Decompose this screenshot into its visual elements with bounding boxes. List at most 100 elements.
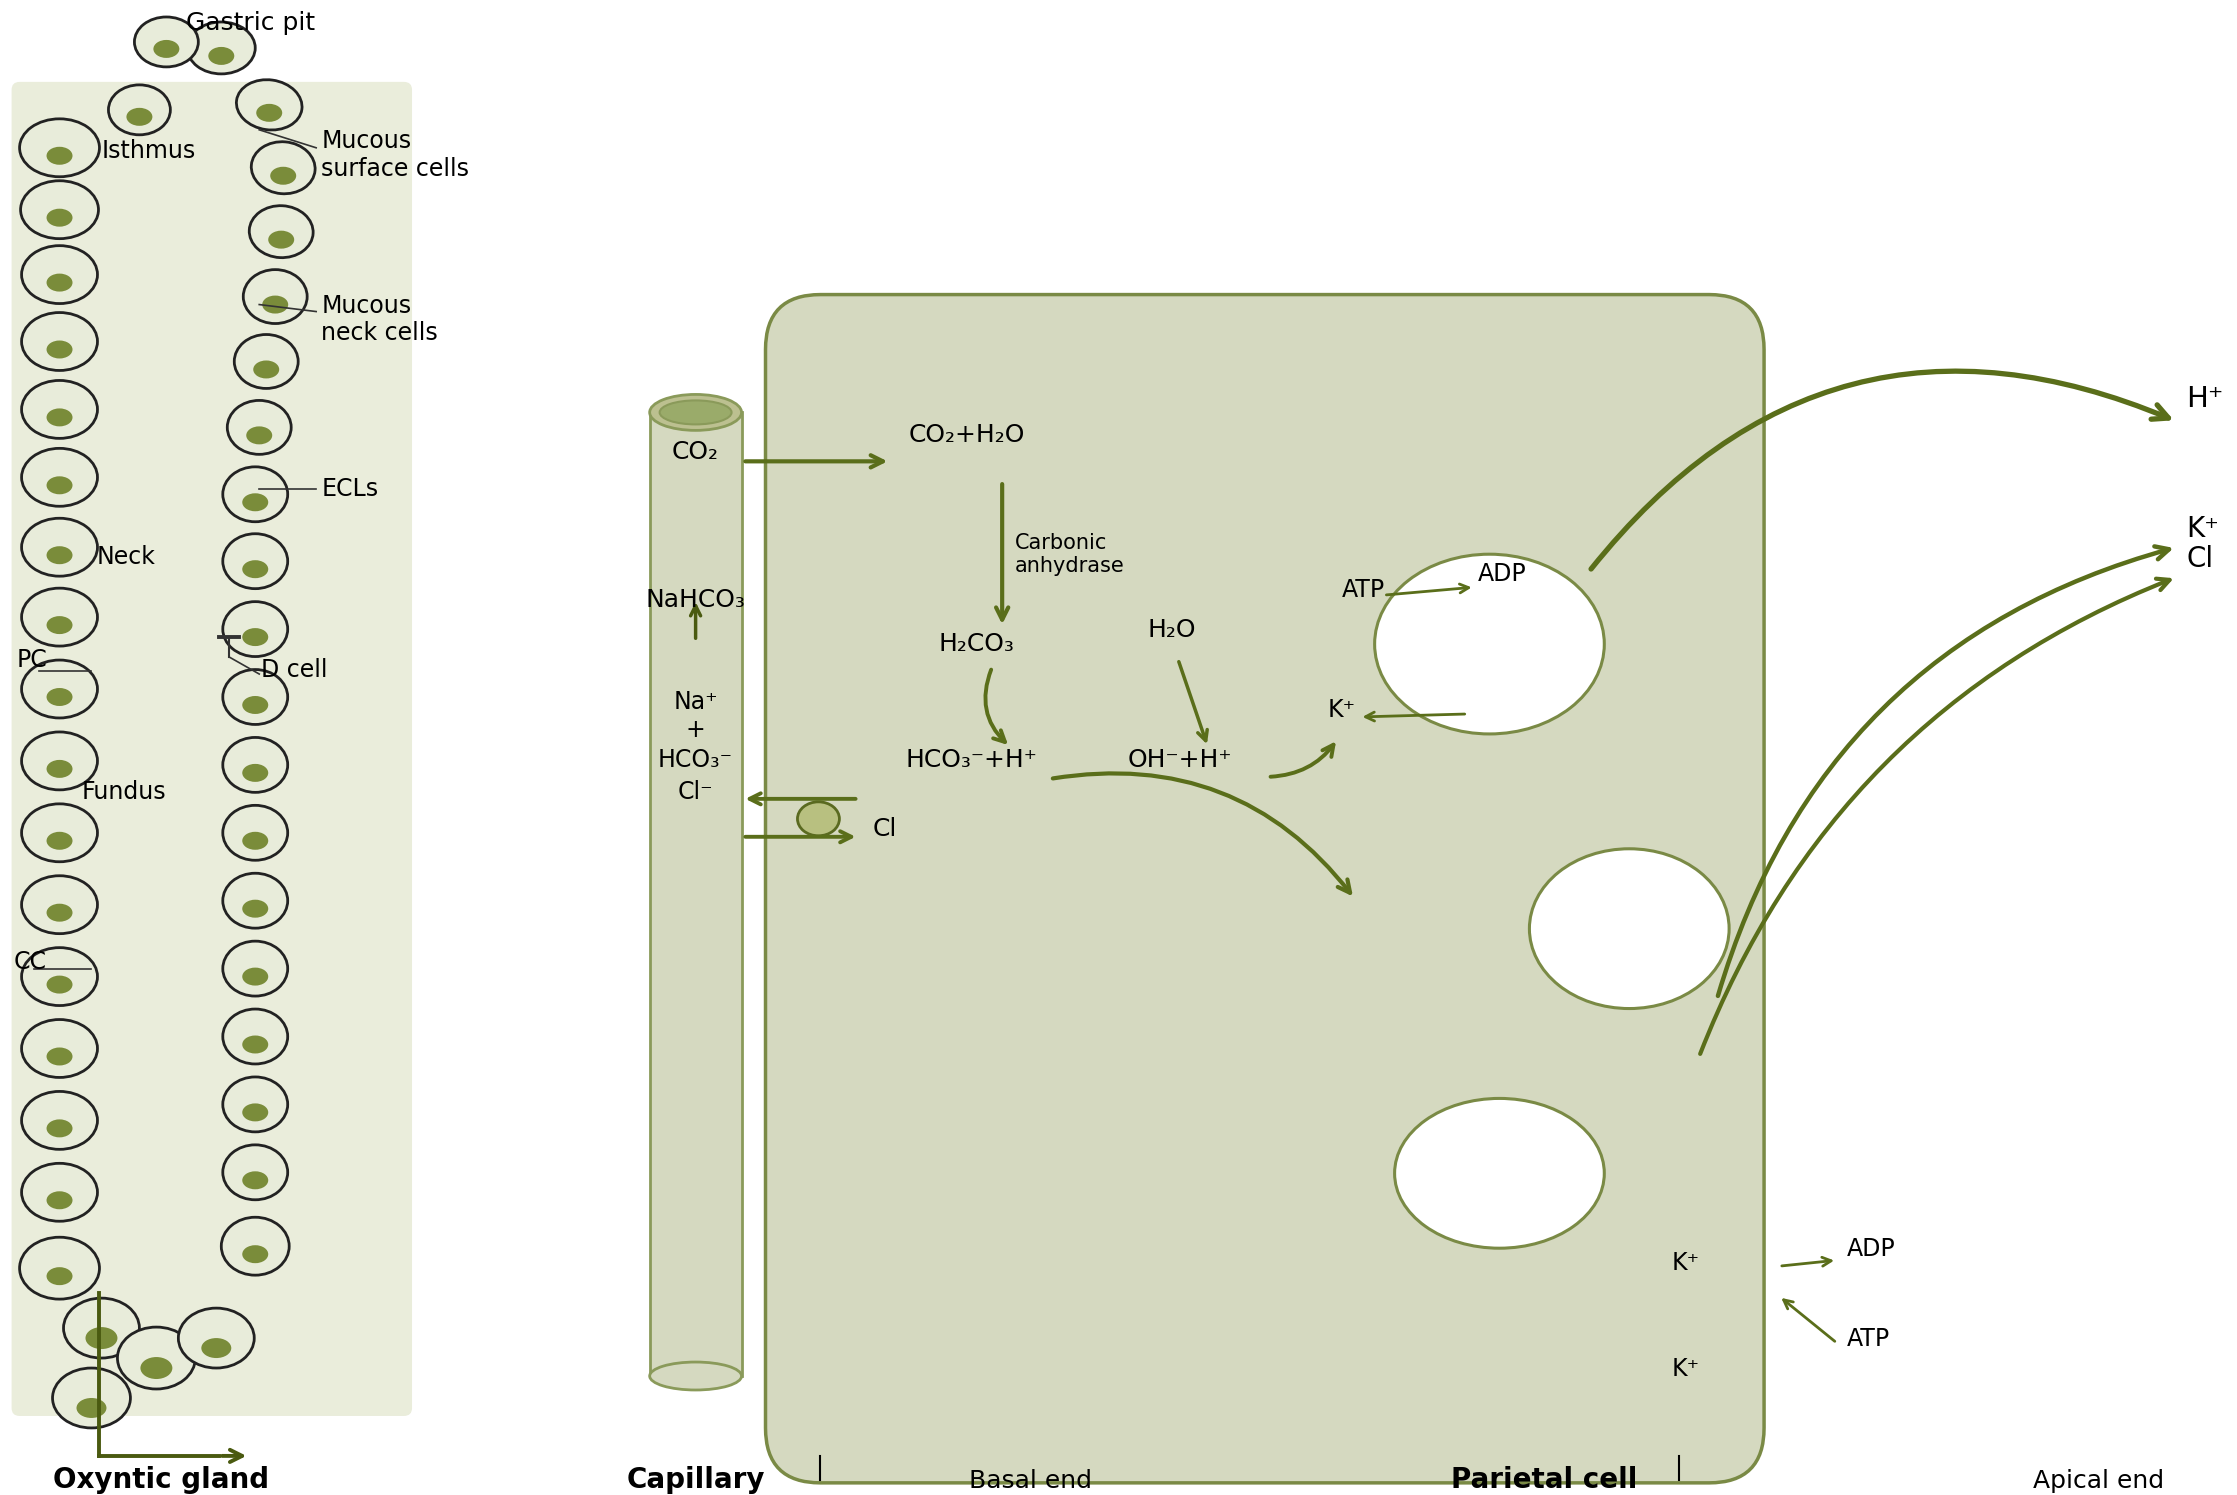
Ellipse shape (22, 1020, 98, 1078)
Ellipse shape (271, 167, 295, 185)
Text: Cl: Cl (2186, 546, 2215, 573)
Ellipse shape (224, 670, 289, 725)
Text: Carbonic
anhydrase: Carbonic anhydrase (1016, 532, 1125, 576)
Ellipse shape (242, 493, 268, 511)
Ellipse shape (47, 341, 72, 359)
Ellipse shape (134, 16, 199, 67)
Ellipse shape (242, 1036, 268, 1054)
Ellipse shape (201, 1338, 230, 1357)
Ellipse shape (20, 118, 98, 176)
Ellipse shape (22, 312, 98, 371)
Ellipse shape (85, 1328, 116, 1348)
Ellipse shape (242, 764, 268, 782)
Text: +: + (687, 718, 705, 742)
FancyBboxPatch shape (649, 413, 740, 1375)
Ellipse shape (224, 873, 289, 928)
Ellipse shape (22, 948, 98, 1006)
Ellipse shape (47, 1192, 72, 1209)
Text: Cl⁻: Cl⁻ (678, 780, 714, 804)
Ellipse shape (22, 1091, 98, 1150)
Ellipse shape (1374, 555, 1604, 734)
Ellipse shape (47, 1120, 72, 1138)
Ellipse shape (262, 296, 289, 314)
Text: Neck: Neck (96, 546, 154, 570)
Ellipse shape (47, 1048, 72, 1066)
Text: PC: PC (16, 647, 47, 673)
Ellipse shape (47, 209, 72, 227)
FancyBboxPatch shape (765, 295, 1765, 1483)
Text: OH⁻+H⁺: OH⁻+H⁺ (1127, 748, 1233, 771)
Text: D cell: D cell (262, 658, 329, 682)
Ellipse shape (660, 401, 731, 425)
Ellipse shape (268, 230, 295, 248)
Ellipse shape (796, 801, 839, 836)
Ellipse shape (246, 426, 273, 444)
Ellipse shape (20, 181, 98, 239)
Ellipse shape (107, 85, 170, 135)
Ellipse shape (188, 22, 255, 73)
Text: K⁺: K⁺ (2186, 516, 2219, 543)
Ellipse shape (47, 546, 72, 564)
Ellipse shape (1530, 849, 1729, 1009)
Ellipse shape (22, 804, 98, 861)
Ellipse shape (51, 1368, 130, 1428)
Ellipse shape (47, 616, 72, 634)
Ellipse shape (47, 688, 72, 706)
Ellipse shape (242, 697, 268, 715)
Text: K⁺: K⁺ (1671, 1357, 1700, 1381)
Text: ADP: ADP (1848, 1238, 1895, 1262)
Ellipse shape (242, 900, 268, 918)
Ellipse shape (47, 477, 72, 495)
Ellipse shape (47, 274, 72, 292)
Text: CO₂: CO₂ (671, 441, 718, 465)
Ellipse shape (224, 1009, 289, 1064)
Ellipse shape (22, 733, 98, 789)
Ellipse shape (242, 831, 268, 849)
Ellipse shape (22, 661, 98, 718)
Ellipse shape (208, 46, 235, 64)
Ellipse shape (228, 401, 291, 454)
Text: ATP: ATP (1848, 1328, 1890, 1351)
Text: CO₂+H₂O: CO₂+H₂O (908, 423, 1025, 447)
Ellipse shape (253, 360, 280, 378)
Ellipse shape (22, 519, 98, 576)
Ellipse shape (63, 1298, 139, 1357)
Text: K⁺: K⁺ (1671, 1251, 1700, 1275)
Ellipse shape (47, 1268, 72, 1286)
Ellipse shape (154, 40, 179, 58)
Text: Fundus: Fundus (81, 780, 166, 804)
Text: HCO₃⁻+H⁺: HCO₃⁻+H⁺ (906, 748, 1038, 771)
Ellipse shape (248, 206, 313, 257)
Ellipse shape (47, 408, 72, 426)
Text: Mucous
surface cells: Mucous surface cells (322, 129, 470, 181)
Ellipse shape (22, 245, 98, 303)
Ellipse shape (1394, 1099, 1604, 1248)
Ellipse shape (251, 142, 315, 194)
Text: H₂CO₃: H₂CO₃ (937, 632, 1013, 656)
Ellipse shape (47, 976, 72, 994)
Ellipse shape (224, 466, 289, 522)
Ellipse shape (224, 1145, 289, 1200)
Ellipse shape (47, 831, 72, 849)
Text: Gastric pit: Gastric pit (186, 10, 315, 34)
Ellipse shape (257, 103, 282, 121)
Ellipse shape (649, 1362, 740, 1390)
Ellipse shape (76, 1398, 107, 1417)
Ellipse shape (235, 335, 298, 389)
Text: Oxyntic gland: Oxyntic gland (54, 1467, 268, 1494)
Ellipse shape (237, 79, 302, 130)
Ellipse shape (242, 561, 268, 579)
Text: Mucous
neck cells: Mucous neck cells (322, 293, 438, 345)
Ellipse shape (224, 806, 289, 860)
Ellipse shape (224, 601, 289, 656)
Text: ADP: ADP (1476, 562, 1526, 586)
Ellipse shape (244, 269, 306, 323)
Text: Capillary: Capillary (626, 1467, 765, 1494)
Text: K⁺: K⁺ (1329, 698, 1356, 722)
Text: Cl: Cl (872, 816, 897, 840)
Ellipse shape (20, 1238, 98, 1299)
Ellipse shape (22, 380, 98, 438)
Ellipse shape (128, 108, 152, 126)
Text: Apical end: Apical end (2033, 1470, 2163, 1494)
Ellipse shape (22, 448, 98, 507)
